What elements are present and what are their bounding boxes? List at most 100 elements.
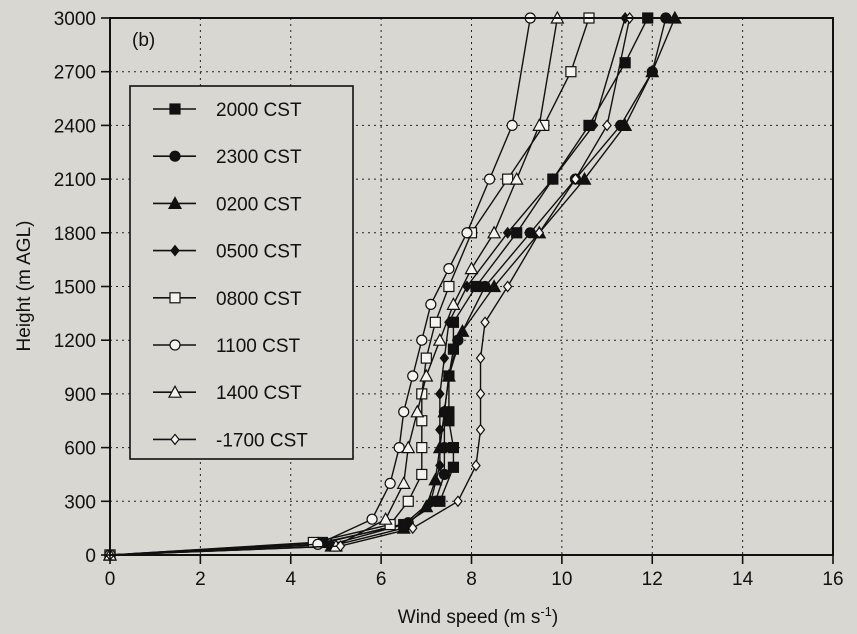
- x-tick-label: 16: [822, 569, 843, 590]
- data-point: [502, 173, 514, 185]
- data-point: [471, 459, 481, 472]
- data-point: [447, 343, 460, 355]
- data-point: [511, 227, 523, 239]
- data-point: [396, 476, 411, 489]
- data-point: [461, 227, 473, 239]
- data-point: [439, 352, 450, 365]
- data-point: [509, 171, 524, 185]
- x-tick-label: 2: [195, 569, 206, 590]
- y-tick-label: 900: [64, 385, 96, 406]
- data-point: [416, 442, 428, 454]
- data-point: [565, 66, 577, 78]
- data-point: [502, 280, 513, 293]
- x-tick-label: 4: [285, 569, 296, 590]
- data-point: [407, 522, 418, 535]
- x-axis-title-sup: -1: [540, 604, 552, 619]
- x-tick-label: 10: [551, 569, 572, 590]
- series-line: [109, 17, 631, 556]
- data-point: [475, 423, 486, 436]
- x-axis-title: Wind speed (m s-1): [398, 604, 558, 629]
- data-point: [447, 461, 460, 473]
- legend-label: 0800 CST: [216, 289, 302, 310]
- legend-marker: [169, 103, 181, 115]
- series-triangle-filled: [102, 10, 682, 561]
- data-point: [398, 518, 409, 531]
- legend-marker: [167, 196, 183, 209]
- legend-label: 2300 CST: [216, 147, 302, 168]
- legend-label: 2000 CST: [216, 100, 302, 121]
- data-point: [645, 64, 660, 78]
- legend-marker: [169, 339, 181, 351]
- legend-label: 1100 CST: [216, 336, 301, 357]
- data-point: [426, 495, 436, 508]
- data-point: [443, 263, 455, 275]
- data-point: [462, 280, 472, 293]
- data-point: [480, 316, 490, 329]
- data-point: [416, 468, 428, 481]
- data-point: [475, 387, 486, 400]
- series-group: [102, 10, 682, 561]
- data-point: [366, 513, 378, 525]
- legend-marker: [169, 292, 181, 304]
- data-point: [548, 173, 558, 186]
- data-point: [435, 459, 445, 472]
- legend-marker: [170, 433, 180, 446]
- data-point: [441, 368, 456, 382]
- y-axis-title: Height (m AGL): [14, 221, 35, 352]
- data-point: [455, 323, 470, 337]
- y-tick-label: 300: [64, 492, 96, 513]
- x-tick-label: 8: [466, 569, 477, 590]
- legend-label: 0200 CST: [216, 194, 302, 215]
- data-point: [479, 280, 491, 293]
- legend-box: [129, 85, 354, 460]
- data-point: [577, 171, 592, 185]
- y-tick-label: 3000: [54, 9, 96, 30]
- data-point: [570, 173, 581, 186]
- data-point: [532, 118, 547, 131]
- x-axis-title-close: ): [552, 607, 558, 628]
- series-line: [109, 17, 531, 556]
- data-point: [464, 261, 479, 275]
- y-tick-label: 2100: [54, 170, 96, 191]
- data-point: [393, 442, 405, 454]
- series-line: [109, 17, 559, 556]
- y-tick-label: 2700: [54, 63, 96, 84]
- series-line: [109, 17, 626, 556]
- data-point: [443, 280, 455, 293]
- data-point: [475, 352, 486, 365]
- x-tick-label: 12: [642, 569, 663, 590]
- data-point: [402, 495, 414, 507]
- data-point: [401, 440, 416, 454]
- data-point: [384, 477, 396, 489]
- legend: 2000 CST 2300 CST 0200 CST 0500 CST 0800 CST…: [129, 85, 354, 460]
- legend-label: 0500 CST: [216, 242, 302, 263]
- data-point: [410, 404, 425, 418]
- panel-label: (b): [132, 30, 155, 51]
- y-tick-label: 1200: [54, 331, 96, 352]
- data-point: [483, 173, 496, 185]
- legend-label: -1700 CST: [216, 430, 308, 451]
- series-triangle-open: [102, 10, 565, 561]
- x-axis-title-main: Wind speed (m s: [398, 607, 541, 628]
- legend-marker: [169, 150, 181, 162]
- data-point: [425, 298, 437, 310]
- x-tick-label: 14: [732, 569, 754, 590]
- series-diamond-open: [105, 12, 635, 561]
- data-point: [419, 368, 434, 382]
- axis-ticks: 0 2 4 6 8 10 12 14 16 0 300 600 900 1200 1500 1800 2100 2…: [54, 9, 844, 590]
- legend-label: 1400 CST: [216, 383, 302, 404]
- data-point: [438, 468, 450, 481]
- legend-marker: [170, 244, 180, 257]
- data-point: [506, 119, 518, 132]
- data-point: [429, 316, 441, 328]
- data-point: [487, 225, 502, 239]
- data-point: [588, 119, 599, 132]
- y-tick-label: 600: [64, 439, 96, 460]
- data-point: [437, 404, 452, 418]
- data-point: [432, 332, 447, 346]
- y-tick-label: 2400: [54, 116, 96, 137]
- x-tick-label: 6: [376, 569, 387, 590]
- data-point: [435, 423, 445, 436]
- data-point: [602, 119, 612, 132]
